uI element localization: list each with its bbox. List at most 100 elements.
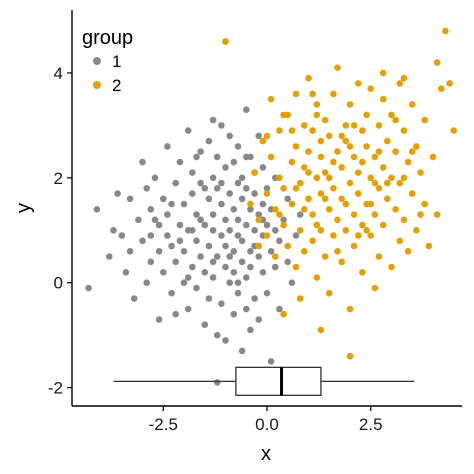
- data-point-group-2: [433, 59, 441, 66]
- data-point-group-2: [346, 179, 354, 187]
- data-point-group-1: [193, 211, 200, 218]
- data-point-group-1: [230, 269, 238, 276]
- data-point-group-1: [234, 279, 242, 287]
- data-point-group-1: [139, 158, 146, 166]
- data-point-group-1: [201, 221, 209, 229]
- data-point-group-1: [164, 143, 171, 150]
- data-point-group-1: [284, 258, 292, 266]
- data-point-group-2: [313, 101, 321, 108]
- data-point-group-1: [93, 206, 101, 213]
- data-point-group-1: [234, 289, 242, 297]
- data-point-group-1: [272, 227, 279, 234]
- data-point-group-2: [379, 164, 387, 171]
- data-point-group-2: [276, 174, 283, 182]
- data-point-group-2: [309, 127, 316, 134]
- data-point-group-2: [305, 148, 312, 155]
- data-point-group-2: [317, 153, 325, 161]
- data-point-group-1: [230, 158, 238, 166]
- data-point-group-2: [350, 122, 358, 129]
- data-point-group-2: [342, 137, 350, 145]
- data-point-group-1: [205, 242, 213, 250]
- data-point-group-2: [342, 122, 350, 129]
- data-point-group-1: [267, 358, 275, 365]
- data-point-group-2: [359, 221, 366, 229]
- data-point-group-2: [400, 216, 408, 224]
- data-point-group-2: [313, 274, 321, 281]
- data-point-group-1: [147, 258, 155, 266]
- data-point-group-1: [238, 195, 246, 203]
- data-point-group-1: [184, 274, 192, 281]
- y-axis-title: y: [13, 203, 35, 213]
- x-tick-label: 2.5: [359, 415, 383, 434]
- data-point-group-1: [201, 269, 209, 276]
- data-point-group-2: [408, 148, 416, 155]
- data-point-group-1: [126, 195, 134, 203]
- data-point-group-2: [355, 80, 362, 87]
- data-point-group-2: [392, 116, 399, 124]
- data-point-group-1: [164, 211, 171, 218]
- data-point-group-2: [247, 200, 254, 208]
- data-point-group-2: [292, 143, 300, 150]
- data-point-group-1: [234, 216, 242, 224]
- data-point-group-2: [263, 132, 271, 140]
- data-point-group-2: [259, 137, 267, 145]
- data-point-group-2: [280, 221, 287, 229]
- data-point-group-2: [355, 232, 362, 239]
- data-point-group-2: [330, 90, 337, 98]
- data-point-group-2: [363, 111, 370, 119]
- data-point-group-1: [197, 253, 204, 260]
- legend-title: group: [82, 27, 133, 49]
- data-point-group-2: [317, 326, 325, 334]
- data-point-group-1: [168, 242, 175, 250]
- data-point-group-1: [251, 227, 258, 234]
- data-point-group-2: [280, 185, 287, 192]
- data-point-group-1: [251, 190, 258, 197]
- data-point-group-2: [379, 95, 387, 103]
- data-point-group-1: [272, 263, 279, 271]
- data-point-group-2: [267, 95, 275, 103]
- data-point-group-1: [172, 258, 179, 266]
- data-point-group-2: [363, 227, 370, 234]
- data-point-group-2: [388, 263, 395, 271]
- data-point-group-2: [417, 211, 424, 218]
- data-point-group-2: [288, 127, 296, 134]
- data-point-group-2: [371, 211, 379, 218]
- data-point-group-2: [408, 101, 416, 108]
- data-point-group-1: [147, 232, 155, 239]
- data-point-group-1: [276, 237, 283, 245]
- data-point-group-1: [218, 300, 225, 308]
- data-point-group-2: [338, 164, 346, 171]
- data-point-group-1: [114, 190, 121, 197]
- data-point-group-1: [263, 221, 271, 229]
- y-tick-label: -2: [48, 379, 63, 398]
- data-point-group-2: [355, 169, 362, 176]
- data-point-group-1: [218, 122, 225, 129]
- data-point-group-1: [213, 153, 221, 161]
- data-point-group-2: [317, 137, 325, 145]
- y-tick-label: 2: [54, 169, 63, 188]
- data-point-group-1: [143, 279, 150, 287]
- data-point-group-1: [189, 227, 196, 234]
- y-tick-label: 4: [54, 64, 63, 83]
- data-point-group-1: [189, 190, 196, 197]
- data-point-group-2: [305, 195, 312, 203]
- data-point-group-1: [193, 237, 200, 245]
- legend: group 1 2: [82, 27, 133, 95]
- data-point-group-2: [413, 227, 420, 234]
- data-point-group-2: [276, 127, 283, 134]
- data-point-group-2: [309, 211, 316, 218]
- data-point-group-2: [296, 295, 304, 302]
- data-point-group-2: [288, 158, 296, 166]
- data-point-group-1: [155, 248, 163, 255]
- data-point-group-2: [421, 116, 429, 124]
- data-point-group-1: [218, 232, 225, 239]
- data-point-group-1: [276, 305, 283, 313]
- data-point-group-2: [325, 206, 333, 213]
- data-point-group-2: [433, 211, 441, 218]
- data-point-group-2: [313, 174, 321, 182]
- legend-swatch-group-1: [93, 57, 101, 65]
- data-point-group-1: [209, 211, 217, 218]
- data-point-group-1: [222, 263, 229, 271]
- data-point-group-1: [255, 211, 262, 218]
- data-point-group-1: [110, 227, 117, 234]
